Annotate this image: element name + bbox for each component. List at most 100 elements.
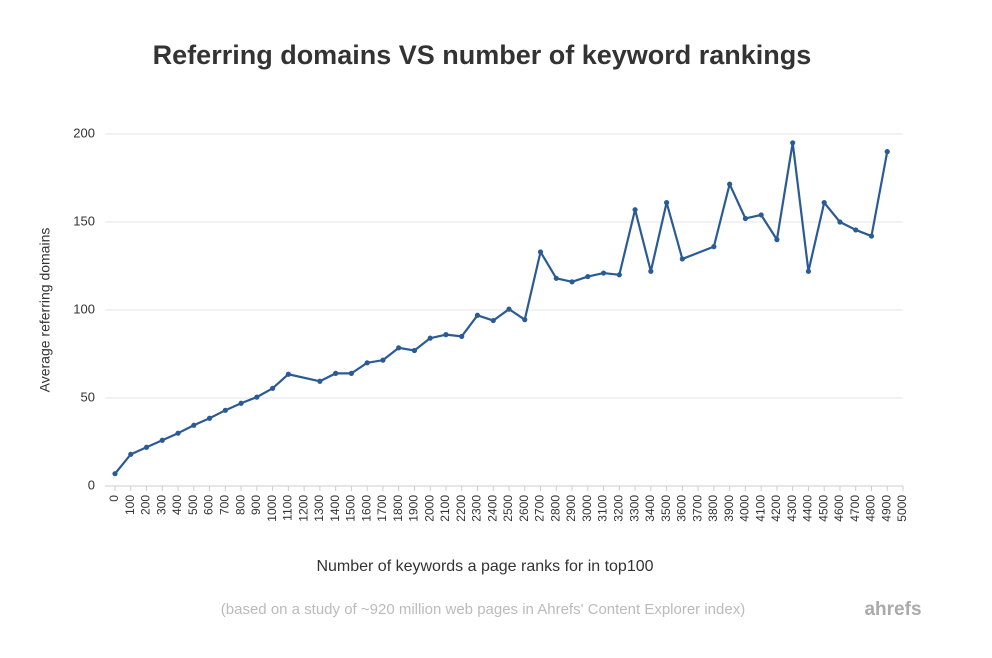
- y-tick-label: 100: [73, 301, 95, 316]
- data-point: [537, 249, 544, 255]
- data-point: [459, 333, 465, 339]
- x-tick-label: 3700: [690, 495, 704, 522]
- brand-logo: ahrefs: [864, 599, 921, 620]
- x-tick-label: 4700: [848, 495, 862, 522]
- x-tick-label: 3900: [722, 495, 736, 522]
- data-point: [727, 181, 733, 187]
- x-tick-label: 4100: [753, 495, 767, 522]
- data-point: [443, 332, 449, 338]
- data-point: [774, 237, 780, 243]
- data-point: [853, 227, 859, 233]
- data-point: [270, 385, 276, 391]
- data-point: [427, 335, 433, 341]
- x-tick-label: 600: [202, 495, 216, 515]
- y-tick-label: 0: [88, 477, 95, 492]
- data-point: [191, 422, 197, 428]
- x-tick-label: 4900: [879, 495, 893, 522]
- x-tick-label: 4500: [816, 495, 830, 522]
- data-point: [884, 149, 890, 155]
- x-tick-label: 2300: [470, 495, 484, 522]
- x-tick-label: 1300: [312, 495, 326, 522]
- data-point: [805, 268, 812, 274]
- x-tick-label: 700: [217, 495, 231, 515]
- data-point: [664, 200, 670, 206]
- x-tick-label: 3200: [611, 495, 625, 522]
- data-point: [128, 451, 134, 457]
- x-tick-label: 2600: [517, 495, 531, 522]
- y-tick-label: 200: [73, 125, 95, 140]
- data-point: [396, 345, 402, 351]
- x-tick-label: 1400: [328, 495, 342, 522]
- data-point: [632, 207, 638, 213]
- y-axis-label: Average referring domains: [37, 228, 53, 393]
- data-point: [348, 370, 354, 376]
- x-tick-label: 3000: [580, 495, 594, 522]
- data-point: [758, 212, 764, 218]
- x-tick-label: 3100: [596, 495, 610, 522]
- data-point: [821, 200, 827, 206]
- data-point: [600, 270, 607, 276]
- x-tick-label: 4400: [801, 495, 815, 522]
- x-tick-label: 100: [123, 495, 137, 515]
- data-point: [254, 394, 260, 400]
- data-point: [837, 219, 843, 225]
- x-tick-label: 800: [233, 495, 247, 515]
- y-tick-label: 50: [81, 389, 95, 404]
- x-tick-label: 1000: [265, 495, 279, 522]
- data-point: [490, 317, 496, 324]
- data-point: [616, 272, 622, 278]
- x-axis-label: Number of keywords a page ranks for in t…: [316, 558, 653, 575]
- data-point: [380, 357, 386, 363]
- x-tick-label: 4300: [785, 495, 799, 522]
- footnote: (based on a study of ~920 million web pa…: [221, 601, 745, 618]
- data-point: [569, 279, 575, 285]
- data-point: [742, 215, 749, 222]
- data-point: [317, 378, 323, 384]
- data-point: [333, 370, 339, 376]
- x-tick-label: 1800: [391, 495, 405, 522]
- data-point: [679, 256, 685, 262]
- x-tick-label: 0: [107, 495, 121, 502]
- x-tick-label: 2900: [564, 495, 578, 522]
- x-tick-label: 2400: [485, 495, 499, 522]
- data-point: [285, 371, 291, 377]
- x-tick-label: 900: [249, 495, 263, 515]
- data-point: [711, 244, 717, 250]
- x-tick-label: 1900: [407, 495, 421, 522]
- data-point: [175, 430, 181, 436]
- x-tick-label: 1600: [359, 495, 373, 522]
- data-point: [112, 471, 118, 477]
- x-tick-label: 3400: [643, 495, 657, 522]
- x-tick-label: 500: [186, 495, 200, 515]
- data-point: [159, 437, 165, 443]
- x-tick-label: 1700: [375, 495, 389, 522]
- x-tick-label: 3600: [675, 495, 689, 522]
- x-tick-label: 2800: [548, 495, 562, 522]
- x-tick-label: 4000: [738, 495, 752, 522]
- data-point: [522, 317, 528, 323]
- data-point: [868, 233, 875, 239]
- x-tick-label: 4800: [864, 495, 878, 522]
- x-tick-label: 2100: [438, 495, 452, 522]
- chart-title: Referring domains VS number of keyword r…: [153, 40, 812, 70]
- x-tick-label: 4200: [769, 495, 783, 522]
- data-point: [506, 306, 512, 312]
- data-point: [474, 312, 481, 318]
- y-tick-label: 150: [73, 213, 95, 228]
- data-point: [143, 444, 150, 450]
- data-point: [222, 407, 228, 413]
- data-point: [553, 275, 559, 281]
- x-tick-label: 1200: [296, 495, 310, 522]
- x-tick-label: 3500: [659, 495, 673, 522]
- x-tick-label: 1500: [344, 495, 358, 522]
- x-tick-label: 200: [139, 495, 153, 515]
- data-point: [238, 400, 244, 406]
- x-tick-label: 400: [170, 495, 184, 515]
- data-point: [585, 273, 591, 280]
- x-tick-label: 300: [154, 495, 168, 515]
- data-line: [114, 141, 889, 475]
- x-tick-label: 3300: [627, 495, 641, 522]
- x-tick-label: 4600: [832, 495, 846, 522]
- data-point: [364, 360, 370, 366]
